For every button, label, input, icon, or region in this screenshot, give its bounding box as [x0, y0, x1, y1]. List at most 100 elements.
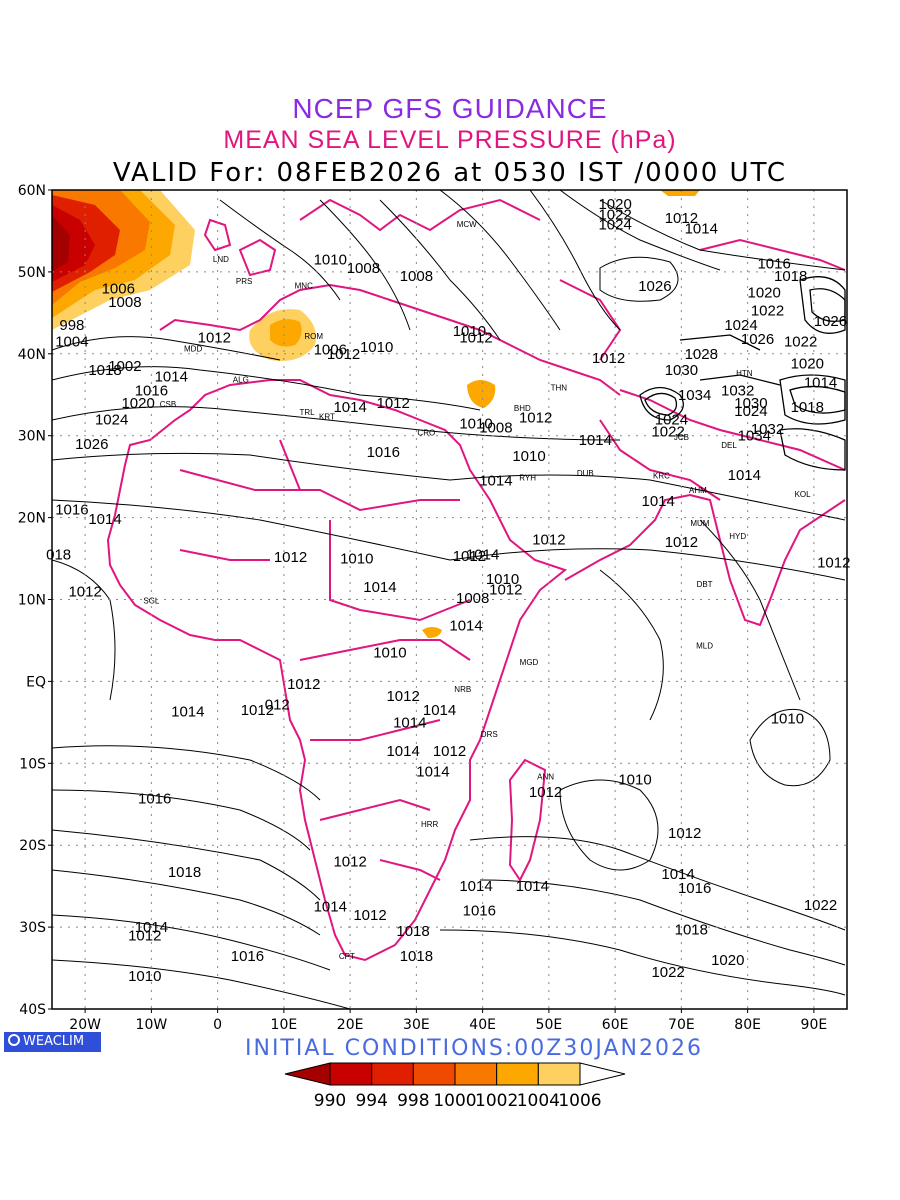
- isobar-label: 1012: [433, 743, 466, 760]
- isobar-label: 1016: [463, 903, 496, 920]
- city-label: DUB: [577, 469, 594, 478]
- isobar-label: 1012: [68, 583, 101, 600]
- city-label: PRS: [236, 277, 252, 286]
- lon-tick-label: 90E: [801, 1017, 828, 1033]
- isobar-label: 1012: [241, 702, 274, 719]
- city-label: CPT: [339, 952, 355, 961]
- isobar-label: 1006: [102, 280, 135, 297]
- isobar-label: 1018: [88, 362, 121, 379]
- isobar-label: 1014: [314, 899, 347, 916]
- isobar-label: 1014: [459, 878, 492, 895]
- isobar-label: 1008: [479, 420, 512, 437]
- city-label: MNC: [295, 281, 313, 290]
- isobar-label: 1032: [751, 421, 784, 438]
- isobar-label: 1014: [423, 702, 456, 719]
- lon-tick-label: 10E: [271, 1017, 298, 1033]
- isobar-label: 1022: [651, 964, 684, 981]
- isobar-label: 1012: [377, 395, 410, 412]
- city-label: MDD: [184, 344, 202, 353]
- lat-tick-label: 20N: [18, 511, 46, 527]
- isobar-label: 1014: [804, 374, 837, 391]
- isobar-label: 1010: [373, 645, 406, 662]
- lon-tick-label: 40E: [469, 1017, 496, 1033]
- lat-tick-label: 30S: [19, 920, 46, 936]
- isobar-label: 1010: [771, 710, 804, 727]
- isobar-label: 1020: [711, 952, 744, 969]
- isobar-label: 1012: [519, 410, 552, 427]
- isobar-label: 018: [46, 546, 71, 563]
- valid-time: VALID For: 08FEB2026 at 0530 IST /0000 U…: [112, 158, 788, 188]
- isobar-label: 1016: [231, 948, 264, 965]
- isobar-label: 1006: [314, 342, 347, 359]
- isobar-label: 1012: [128, 927, 161, 944]
- isobar-label: 1008: [400, 268, 433, 285]
- lat-tick-label: 10N: [18, 593, 46, 609]
- isobar-label: 1010: [360, 339, 393, 356]
- isobar-label: 1008: [108, 294, 141, 311]
- isobar-label: 1014: [728, 467, 761, 484]
- isobar-label: 1014: [155, 369, 188, 386]
- isobar-label: 1014: [88, 511, 121, 528]
- isobar-label: 1018: [400, 948, 433, 965]
- initial-conditions: INITIAL CONDITIONS:00Z30JAN2026: [245, 1036, 703, 1061]
- city-label: MLD: [696, 642, 713, 651]
- isobar-label: 1014: [135, 919, 168, 936]
- city-labels: MCW LND PRS MNC ROM MDD ALG CSB TRL KRT CRO BHD THN R…: [143, 220, 811, 961]
- isobar-label: 1024: [598, 216, 631, 233]
- lon-tick-label: 50E: [536, 1017, 563, 1033]
- city-label: HRR: [421, 820, 439, 829]
- isobar-label: 1010: [486, 571, 519, 588]
- city-label: KOL: [795, 490, 812, 499]
- isobar-label: 1024: [734, 403, 767, 420]
- isobar-label: 1020: [121, 395, 154, 412]
- isobar-label: 1030: [734, 395, 767, 412]
- lon-tick-label: 70E: [668, 1017, 695, 1033]
- isobar-label: 1014: [333, 399, 366, 416]
- isobar-label: 1012: [453, 548, 486, 565]
- lat-tick-label: 50N: [18, 265, 46, 281]
- isobar-label: 1022: [651, 424, 684, 441]
- city-label: ROM: [304, 332, 323, 341]
- isobar-label: 1022: [784, 334, 817, 351]
- lat-tick-label: 30N: [18, 429, 46, 445]
- isobar-label: 1024: [655, 411, 688, 428]
- isobar-label: 1016: [678, 880, 711, 897]
- city-label: NRB: [454, 685, 471, 694]
- graticule: [52, 190, 847, 1009]
- city-label: HYD: [729, 532, 746, 541]
- isobar-label: 012: [265, 696, 290, 713]
- city-label: RYH: [519, 474, 536, 483]
- isobar-label: 1010: [618, 772, 651, 789]
- dense-contours: [639, 276, 846, 471]
- isobar-label: 1014: [516, 878, 549, 895]
- city-label: ALG: [233, 375, 249, 384]
- lat-tick-label: 10S: [19, 756, 46, 772]
- isobar-label: 1002: [108, 358, 141, 375]
- isobar-label: 1012: [532, 532, 565, 549]
- isobar-label: 1034: [678, 387, 711, 404]
- isobar-label: 1016: [55, 501, 88, 518]
- isobar-label: 1012: [489, 582, 522, 599]
- isobar-label: 1012: [386, 688, 419, 705]
- isobar-label: 1030: [665, 362, 698, 379]
- city-label: AHM: [689, 486, 707, 495]
- coastlines: [106, 198, 846, 962]
- lon-tick-label: 0: [213, 1017, 222, 1033]
- isobar-label: 1034: [738, 428, 771, 445]
- isobar-label: 1014: [479, 473, 512, 490]
- isobar-label: 1014: [416, 763, 449, 780]
- isobar-label: 1012: [287, 676, 320, 693]
- isobar-label: 1016: [367, 444, 400, 461]
- isobar-label: 1016: [135, 383, 168, 400]
- isobar-label: 1018: [791, 399, 824, 416]
- map-body: [52, 190, 847, 1009]
- weaclim-logo: WEACLIM: [4, 1032, 101, 1052]
- lon-tick-label: 10W: [136, 1017, 168, 1033]
- isobar-label: 1026: [75, 436, 108, 453]
- isobar-label: 1010: [512, 448, 545, 465]
- lat-tick-label: EQ: [26, 674, 46, 690]
- isobar-label: 1022: [804, 897, 837, 914]
- city-label: KRC: [653, 471, 670, 480]
